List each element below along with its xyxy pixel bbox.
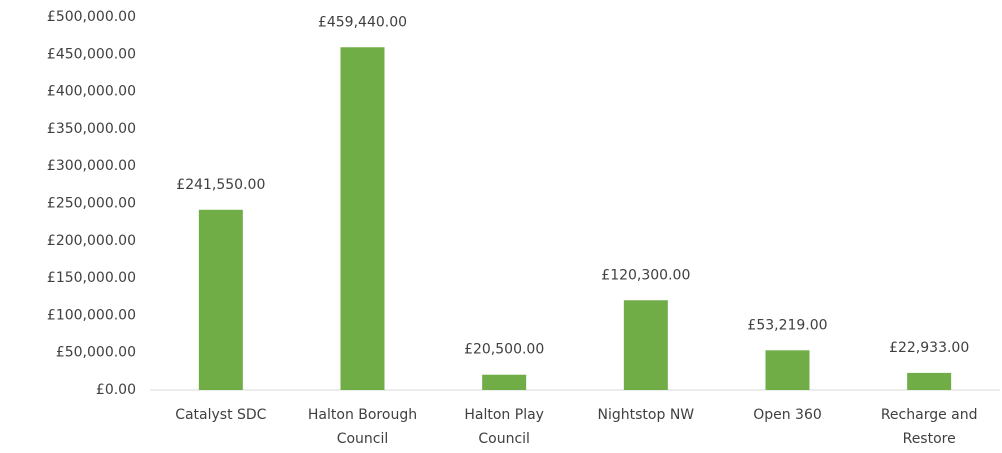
data-label: £120,300.00 bbox=[601, 267, 690, 283]
y-tick-label: £350,000.00 bbox=[47, 121, 136, 137]
bar bbox=[623, 300, 668, 390]
y-tick-label: £50,000.00 bbox=[56, 345, 136, 361]
bar bbox=[340, 47, 385, 391]
bar bbox=[765, 350, 810, 390]
x-tick-label: Catalyst SDC bbox=[175, 407, 266, 423]
y-tick-label: £200,000.00 bbox=[47, 233, 136, 249]
data-label: £20,500.00 bbox=[464, 342, 544, 358]
y-tick-label: £300,000.00 bbox=[47, 158, 136, 174]
x-tick-label: Open 360 bbox=[753, 407, 822, 423]
bar bbox=[198, 209, 243, 390]
bar bbox=[482, 374, 527, 390]
x-tick-label: Nightstop NW bbox=[598, 407, 695, 423]
y-tick-label: £0.00 bbox=[96, 382, 136, 398]
data-label: £459,440.00 bbox=[318, 14, 407, 30]
data-label: £241,550.00 bbox=[176, 177, 265, 193]
x-tick-label: Halton Play Council bbox=[464, 407, 544, 447]
data-label: £22,933.00 bbox=[889, 340, 969, 356]
x-tick-label: Halton Borough Council bbox=[308, 407, 417, 447]
bar bbox=[907, 372, 952, 390]
y-tick-label: £450,000.00 bbox=[47, 46, 136, 62]
y-tick-label: £150,000.00 bbox=[47, 270, 136, 286]
data-label: £53,219.00 bbox=[747, 317, 827, 333]
y-tick-label: £250,000.00 bbox=[47, 196, 136, 212]
y-tick-label: £400,000.00 bbox=[47, 84, 136, 100]
y-tick-label: £500,000.00 bbox=[47, 9, 136, 25]
y-tick-label: £100,000.00 bbox=[47, 307, 136, 323]
x-tick-label: Recharge and Restore bbox=[881, 407, 978, 447]
